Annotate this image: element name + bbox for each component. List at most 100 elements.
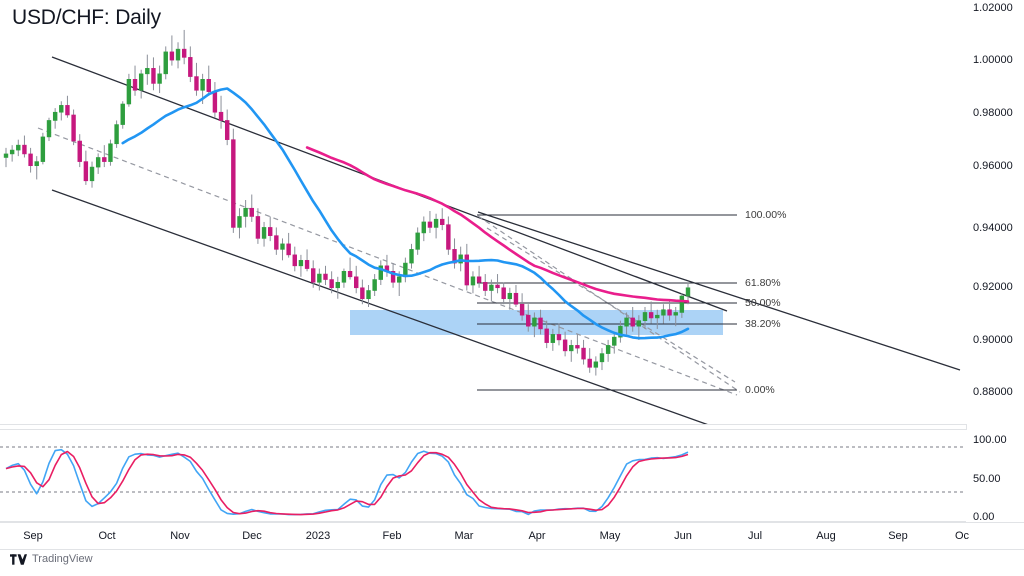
candle-body[interactable] xyxy=(231,139,236,228)
candle-body[interactable] xyxy=(452,249,457,264)
candle-body[interactable] xyxy=(71,114,76,142)
candle-body[interactable] xyxy=(440,218,445,225)
candle-body[interactable] xyxy=(661,309,666,316)
candle-body[interactable] xyxy=(261,227,267,239)
candle-body[interactable] xyxy=(372,279,377,291)
candle-body[interactable] xyxy=(347,271,353,278)
candle-body[interactable] xyxy=(495,284,500,289)
candle-body[interactable] xyxy=(544,328,549,343)
candle-body[interactable] xyxy=(163,51,168,75)
candle-body[interactable] xyxy=(354,276,359,289)
candle-body[interactable] xyxy=(3,153,9,158)
candle-body[interactable] xyxy=(329,279,334,289)
candle-body[interactable] xyxy=(519,303,525,316)
stochastic-d-line[interactable] xyxy=(5,450,689,516)
candle-body[interactable] xyxy=(464,254,470,286)
candle-body[interactable] xyxy=(212,91,218,113)
candle-body[interactable] xyxy=(169,51,175,61)
candle-body[interactable] xyxy=(181,48,187,58)
candle-body[interactable] xyxy=(415,232,420,250)
price-pane[interactable]: USD/CHF: Daily 100.00% 61.80% 50.00% 38.20%… xyxy=(0,0,966,424)
candlestick-series[interactable] xyxy=(3,29,691,376)
moving-average-slow[interactable] xyxy=(305,146,690,303)
candle-body[interactable] xyxy=(28,153,33,167)
candle-body[interactable] xyxy=(95,157,101,168)
candle-body[interactable] xyxy=(40,136,46,162)
candle-body[interactable] xyxy=(624,317,629,327)
candle-body[interactable] xyxy=(200,79,205,91)
candle-body[interactable] xyxy=(108,143,113,162)
candle-body[interactable] xyxy=(390,271,396,283)
candle-body[interactable] xyxy=(421,221,427,234)
candle-body[interactable] xyxy=(360,287,365,300)
candle-body[interactable] xyxy=(618,325,623,338)
candle-body[interactable] xyxy=(458,254,463,264)
dashed-trendline-secondary[interactable] xyxy=(477,215,741,393)
candle-body[interactable] xyxy=(298,260,304,267)
candle-body[interactable] xyxy=(218,111,224,121)
candle-body[interactable] xyxy=(599,353,605,363)
price-axis[interactable]: 1.02000 1.00000 0.98000 0.96000 0.94000 0.920… xyxy=(966,0,1024,424)
candle-body[interactable] xyxy=(46,120,52,138)
candle-body[interactable] xyxy=(52,111,58,121)
dashed-trendline-main[interactable] xyxy=(37,127,738,396)
candle-body[interactable] xyxy=(83,161,89,182)
dashed-trendline-tertiary[interactable] xyxy=(486,227,736,383)
candle-body[interactable] xyxy=(526,314,531,327)
candle-body[interactable] xyxy=(470,276,476,286)
candle-body[interactable] xyxy=(77,140,82,162)
candle-body[interactable] xyxy=(16,144,21,151)
candle-body[interactable] xyxy=(556,334,562,341)
candle-body[interactable] xyxy=(587,358,592,368)
candle-body[interactable] xyxy=(513,292,519,305)
candle-body[interactable] xyxy=(673,312,678,316)
candle-body[interactable] xyxy=(341,271,347,283)
candle-body[interactable] xyxy=(378,265,383,280)
candle-body[interactable] xyxy=(593,361,599,368)
candle-body[interactable] xyxy=(9,149,15,155)
candle-body[interactable] xyxy=(292,254,297,267)
candle-body[interactable] xyxy=(59,105,64,113)
candle-body[interactable] xyxy=(550,334,556,343)
candle-body[interactable] xyxy=(569,345,574,352)
candle-body[interactable] xyxy=(274,235,279,250)
candle-body[interactable] xyxy=(575,345,580,349)
candle-body[interactable] xyxy=(102,157,107,162)
candle-body[interactable] xyxy=(132,79,138,91)
candle-body[interactable] xyxy=(532,317,537,327)
stochastic-k-line[interactable] xyxy=(5,448,689,516)
candle-body[interactable] xyxy=(114,124,119,145)
candle-body[interactable] xyxy=(501,287,506,300)
candle-body[interactable] xyxy=(636,320,642,327)
candle-body[interactable] xyxy=(151,68,156,84)
candle-body[interactable] xyxy=(22,144,27,155)
candle-body[interactable] xyxy=(489,284,494,291)
candle-body[interactable] xyxy=(427,221,433,228)
candle-body[interactable] xyxy=(655,314,660,319)
candle-body[interactable] xyxy=(507,292,513,300)
candle-body[interactable] xyxy=(267,227,273,236)
candle-body[interactable] xyxy=(249,207,254,217)
candle-body[interactable] xyxy=(409,249,414,264)
candle-body[interactable] xyxy=(175,48,181,61)
candle-body[interactable] xyxy=(311,268,316,283)
candle-body[interactable] xyxy=(483,281,488,291)
oscillator-axis[interactable]: 100.00 50.00 0.00 xyxy=(966,430,1024,523)
stochastic-oscillator-pane[interactable] xyxy=(0,430,966,522)
candle-body[interactable] xyxy=(280,243,285,250)
candle-body[interactable] xyxy=(612,336,617,346)
candle-body[interactable] xyxy=(206,79,211,92)
candle-body[interactable] xyxy=(194,76,199,91)
candle-body[interactable] xyxy=(237,216,242,228)
candle-body[interactable] xyxy=(335,281,340,289)
dashed-trendlines[interactable] xyxy=(37,127,741,396)
candle-body[interactable] xyxy=(138,73,144,91)
candle-body[interactable] xyxy=(34,161,39,167)
candle-body[interactable] xyxy=(605,345,611,354)
candle-body[interactable] xyxy=(630,317,635,327)
moving-average-fast[interactable] xyxy=(121,87,690,340)
candle-body[interactable] xyxy=(224,120,230,140)
candle-body[interactable] xyxy=(642,312,648,321)
candle-body[interactable] xyxy=(304,260,310,269)
candle-body[interactable] xyxy=(397,276,402,283)
